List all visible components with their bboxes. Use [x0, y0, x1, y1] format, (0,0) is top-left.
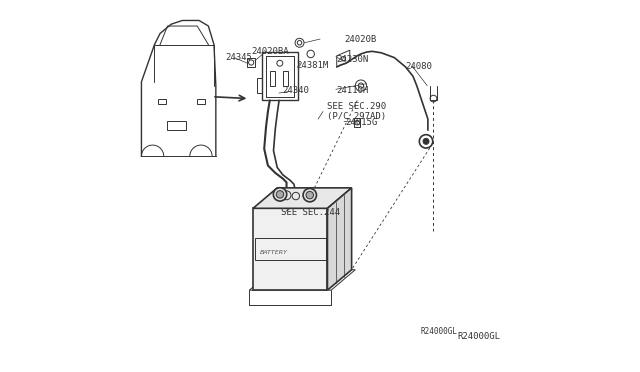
Bar: [270, 71, 275, 86]
Text: 24345: 24345: [225, 53, 252, 62]
Text: SEE SEC.244: SEE SEC.244: [281, 208, 340, 217]
Bar: [283, 71, 289, 86]
Circle shape: [306, 191, 314, 199]
Text: 24381M: 24381M: [296, 61, 328, 70]
Text: 24015G: 24015G: [345, 118, 377, 127]
Polygon shape: [250, 270, 355, 290]
Text: BATTERY: BATTERY: [259, 250, 287, 256]
Text: 24230N: 24230N: [337, 55, 369, 64]
Text: R24000GL: R24000GL: [420, 327, 458, 336]
Bar: [354, 118, 360, 127]
Bar: [197, 99, 205, 104]
Text: 24340: 24340: [282, 86, 309, 95]
Text: 24020BA: 24020BA: [251, 47, 289, 56]
Text: 24080: 24080: [406, 62, 433, 71]
Polygon shape: [328, 188, 351, 290]
Text: SEE SEC.290
(P/C 297AD): SEE SEC.290 (P/C 297AD): [326, 102, 386, 121]
Text: R24000GL: R24000GL: [458, 332, 500, 341]
Circle shape: [303, 188, 316, 202]
Circle shape: [423, 138, 429, 144]
Text: 24020B: 24020B: [344, 35, 376, 44]
Bar: [255, 238, 326, 260]
Text: 24110H: 24110H: [337, 86, 369, 95]
Polygon shape: [253, 208, 328, 290]
Circle shape: [276, 190, 284, 198]
Bar: [158, 99, 166, 104]
Circle shape: [273, 187, 287, 201]
Bar: [168, 121, 186, 130]
Bar: [248, 58, 255, 67]
Polygon shape: [253, 188, 351, 208]
